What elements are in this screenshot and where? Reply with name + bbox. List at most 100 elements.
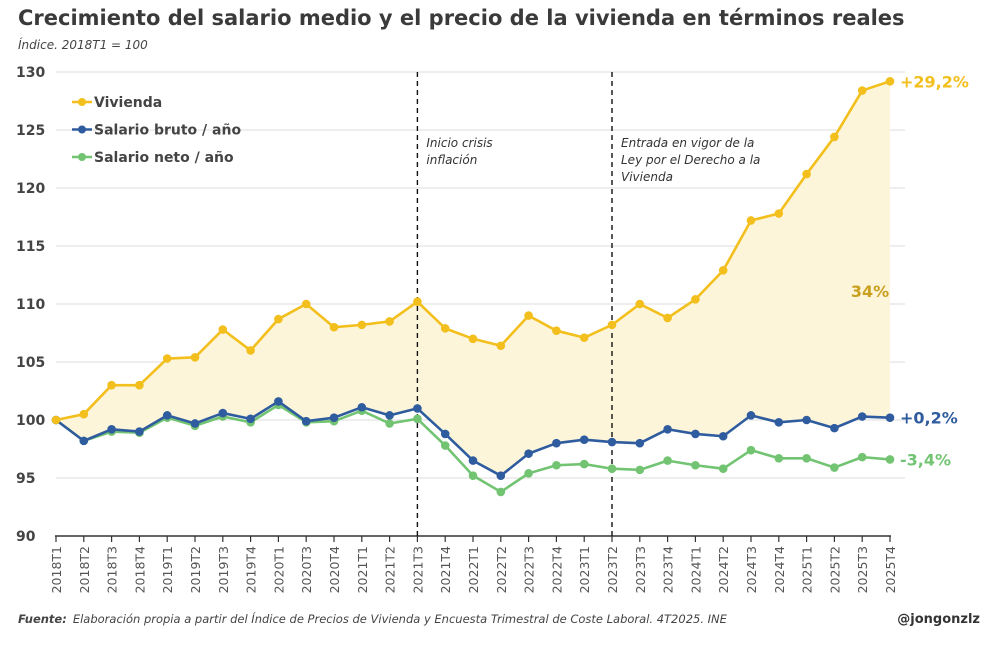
annotation-text: Ley por el Derecho a la [621, 153, 760, 167]
data-point [718, 464, 728, 474]
y-tick-label: 95 [16, 471, 35, 487]
data-point [496, 341, 506, 351]
data-point [329, 413, 339, 422]
y-tick-label: 130 [16, 65, 45, 81]
x-tick-label: 2018T3 [105, 546, 120, 593]
x-tick-label: 2022T1 [466, 546, 481, 593]
x-tick-label: 2024T2 [716, 546, 731, 593]
x-tick-label: 2023T2 [605, 546, 620, 593]
end-label: -3,4% [900, 450, 951, 469]
data-point [357, 402, 367, 412]
data-point [440, 441, 450, 450]
data-point [107, 424, 116, 434]
data-point [385, 411, 394, 420]
x-tick-label: 2019T4 [244, 546, 259, 593]
data-point [552, 326, 561, 335]
end-label: +29,2% [900, 72, 969, 91]
annotation-text: Inicio crisis [426, 136, 492, 150]
x-tick-label: 2022T3 [522, 546, 537, 593]
x-tick-label: 2022T4 [549, 546, 564, 593]
data-point [413, 297, 422, 306]
data-point [329, 322, 339, 332]
x-tick-label: 2022T2 [494, 546, 509, 593]
gap-label: 34% [851, 282, 889, 301]
data-point [830, 423, 839, 433]
data-point [107, 380, 116, 390]
data-point [607, 320, 617, 330]
data-point [579, 333, 589, 342]
data-point [579, 459, 589, 469]
data-point [496, 471, 506, 480]
x-tick-label: 2018T2 [77, 546, 92, 593]
x-tick-label: 2021T2 [383, 546, 398, 593]
legend-marker [78, 98, 86, 106]
data-point [135, 427, 144, 436]
data-point [274, 314, 283, 324]
data-point [524, 469, 533, 478]
data-point [830, 132, 839, 142]
x-tick-label: 2023T4 [661, 546, 676, 593]
source-text: Elaboración propia a partir del Índice d… [72, 612, 727, 626]
data-point [579, 435, 589, 445]
data-point [746, 216, 756, 225]
x-tick-label: 2020T4 [327, 546, 342, 593]
data-point [51, 415, 61, 425]
data-point [857, 86, 867, 95]
legend-marker [78, 153, 86, 161]
data-point [552, 460, 561, 470]
data-point [246, 346, 255, 355]
y-tick-label: 90 [16, 529, 36, 545]
data-point [774, 453, 784, 463]
x-tick-label: 2025T1 [800, 546, 815, 593]
x-tick-label: 2025T4 [883, 546, 898, 593]
legend-label: Salario neto / año [94, 150, 234, 166]
data-point [830, 463, 839, 472]
source-label: Fuente: [18, 612, 67, 626]
legend-label: Salario bruto / año [94, 123, 241, 139]
data-point [552, 438, 561, 448]
gap-area [56, 81, 890, 476]
data-point [385, 317, 394, 326]
x-tick-label: 2020T3 [299, 546, 314, 593]
chart-subtitle: Índice. 2018T1 = 100 [18, 38, 148, 52]
annotation-text: Entrada en vigor de la [621, 136, 754, 150]
data-point [385, 419, 394, 428]
annotation-text: inflación [426, 153, 477, 167]
x-tick-label: 2020T1 [271, 546, 286, 593]
data-point [246, 414, 255, 424]
x-tick-label: 2021T3 [410, 546, 425, 593]
data-point [802, 169, 811, 179]
data-point [162, 411, 172, 420]
data-point [802, 453, 811, 463]
data-point [357, 320, 367, 330]
data-point [218, 325, 228, 334]
data-point [218, 408, 228, 418]
data-point [524, 449, 533, 458]
data-point [162, 354, 172, 363]
data-point [885, 413, 895, 422]
data-point [885, 455, 895, 464]
legend-marker [78, 125, 86, 134]
data-point [746, 411, 756, 420]
data-point [607, 437, 617, 447]
data-point [190, 353, 200, 362]
data-point [524, 311, 533, 320]
data-point [468, 456, 478, 465]
author-credit: @jongonzlz [897, 612, 980, 627]
data-point [718, 266, 728, 275]
data-point [774, 418, 784, 427]
x-tick-label: 2021T1 [355, 546, 370, 593]
y-tick-label: 115 [16, 239, 45, 255]
data-point [663, 456, 672, 465]
data-point [635, 465, 645, 475]
data-point [496, 487, 506, 497]
y-tick-label: 100 [16, 413, 45, 429]
y-tick-label: 120 [16, 181, 45, 197]
data-point [468, 471, 478, 480]
data-point [857, 452, 867, 462]
data-point [413, 404, 422, 413]
data-point [718, 431, 728, 441]
x-tick-label: 2018T4 [132, 546, 147, 593]
